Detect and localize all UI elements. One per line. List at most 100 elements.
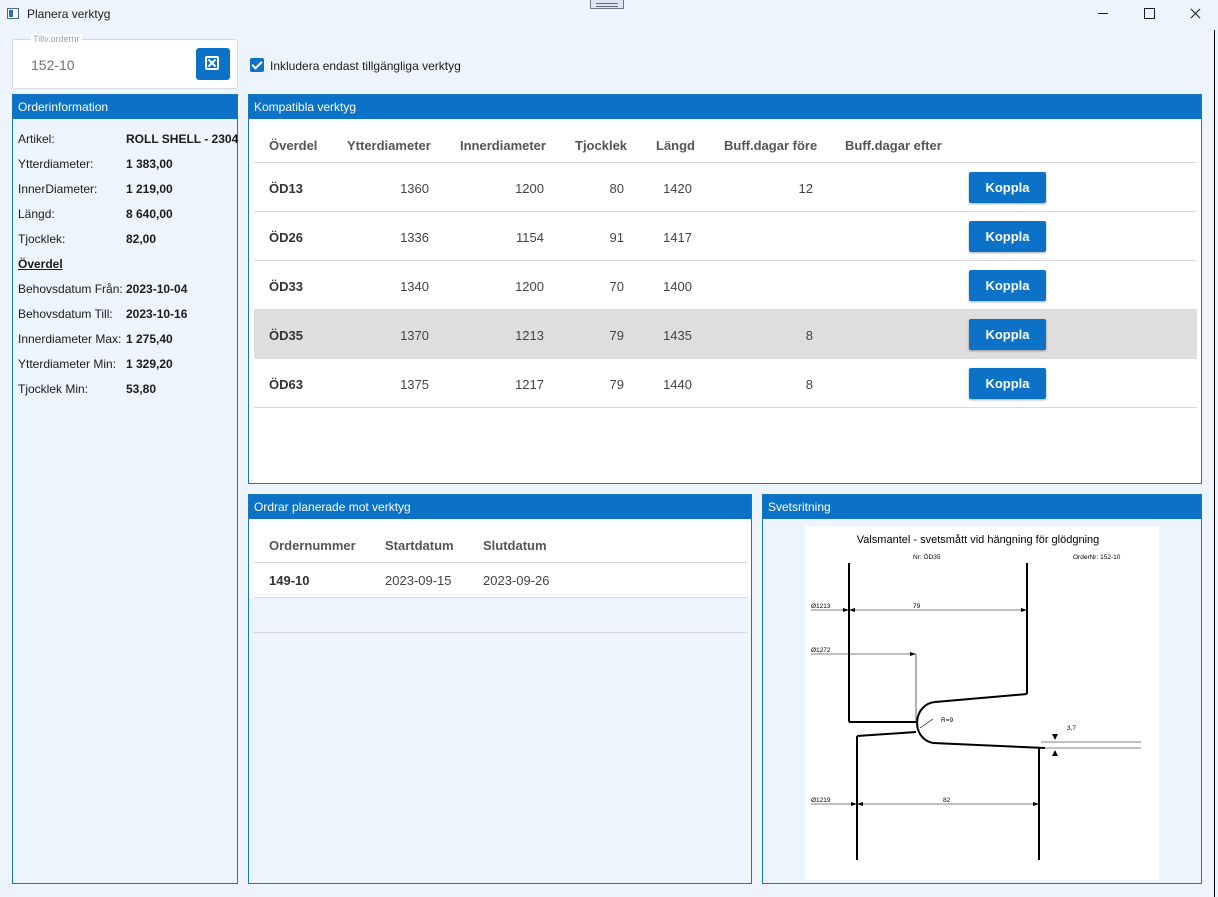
planned-orders-panel: Ordrar planerade mot verktyg Ordernummer… xyxy=(248,494,752,884)
info-label: Innerdiameter Max: xyxy=(18,332,122,346)
info-value: 2023-10-04 xyxy=(126,282,188,296)
tool-buff-before: 12 xyxy=(798,181,813,196)
weld-profile xyxy=(848,563,1046,860)
table-row[interactable]: ÖD26 1336 1154 91 1417 Koppla xyxy=(254,212,1197,261)
col-header[interactable]: Innerdiameter xyxy=(460,138,546,153)
info-value: 1 219,00 xyxy=(126,182,173,196)
tool-outer-diameter: 1375 xyxy=(400,377,429,392)
drag-handle-icon[interactable] xyxy=(590,0,624,9)
tool-length: 1420 xyxy=(663,181,692,196)
col-header[interactable]: Längd xyxy=(656,138,695,153)
tool-thickness: 79 xyxy=(609,328,624,343)
tool-outer-diameter: 1336 xyxy=(400,230,429,245)
info-value: 8 640,00 xyxy=(126,207,173,221)
minimize-button[interactable] xyxy=(1080,0,1126,28)
table-row[interactable]: ÖD63 1375 1217 79 1440 8 Koppla xyxy=(254,359,1197,408)
table-row-selected[interactable]: ÖD35 1370 1213 79 1435 8 Koppla xyxy=(254,310,1197,359)
row-divider xyxy=(254,632,747,633)
maximize-button[interactable] xyxy=(1126,0,1172,28)
tool-buff-before: 8 xyxy=(805,377,813,392)
drawing-title: Valsmantel - svetsmått vid hängning för … xyxy=(857,534,1100,546)
order-info-panel: Orderinformation Artikel: ROLL SHELL - 2… xyxy=(12,94,238,884)
col-header[interactable]: Överdel xyxy=(269,138,318,153)
close-icon xyxy=(205,56,219,70)
tool-inner-diameter: 1154 xyxy=(516,230,544,245)
weld-drawing-image: Valsmantel - svetsmått vid hängning för … xyxy=(805,526,1159,880)
planned-orders-header: Ordrar planerade mot verktyg xyxy=(249,495,751,519)
dim-gap: 3,7 xyxy=(1067,725,1076,732)
dim-d1272: Ø1272 xyxy=(811,647,831,654)
info-value: 1 275,40 xyxy=(126,332,173,346)
window-edge xyxy=(1214,30,1215,897)
tool-inner-diameter: 1200 xyxy=(515,279,544,294)
col-header[interactable]: Startdatum xyxy=(385,538,454,553)
order-number-input[interactable] xyxy=(31,57,181,73)
available-only-label[interactable]: Inkludera endast tillgängliga verktyg xyxy=(270,59,461,73)
app-icon xyxy=(7,8,19,19)
info-label: Behovsdatum Till: xyxy=(18,307,113,321)
col-header[interactable]: Slutdatum xyxy=(483,538,547,553)
weld-drawing-svg: Valsmantel - svetsmått vid hängning för … xyxy=(811,534,1141,860)
close-window-button[interactable] xyxy=(1172,0,1218,28)
dim-d1219: Ø1219 xyxy=(811,797,831,804)
drawing-tool-number: Nr: ÖD35 xyxy=(913,553,941,561)
tool-outer-diameter: 1360 xyxy=(400,181,429,196)
order-start-date: 2023-09-15 xyxy=(385,573,452,588)
compatible-tools-header: Kompatibla verktyg xyxy=(249,95,1201,119)
info-label: Behovsdatum Från: xyxy=(18,282,123,296)
col-header[interactable]: Tjocklek xyxy=(575,138,628,153)
info-label: Artikel: xyxy=(18,132,55,146)
info-value: 2023-10-16 xyxy=(126,307,188,321)
tool-length: 1435 xyxy=(663,328,692,343)
tool-code: ÖD63 xyxy=(269,377,303,392)
overdel-section-title: Överdel xyxy=(18,257,63,271)
info-value: 1 383,00 xyxy=(126,157,173,171)
header-divider xyxy=(254,562,747,563)
col-header[interactable]: Buff.dagar efter xyxy=(845,138,942,153)
koppla-button[interactable]: Koppla xyxy=(969,368,1046,399)
orders-table-header: Ordernummer Startdatum Slutdatum xyxy=(269,538,729,554)
tool-code: ÖD26 xyxy=(269,230,303,245)
header-divider xyxy=(254,162,1197,163)
drawing-order-number: OrderNr: 152-10 xyxy=(1073,554,1121,561)
tools-table-header: Överdel Ytterdiameter Innerdiameter Tjoc… xyxy=(269,138,1169,154)
koppla-button[interactable]: Koppla xyxy=(969,319,1046,350)
planned-orders-table xyxy=(249,519,751,598)
window-title: Planera verktyg xyxy=(27,7,111,21)
koppla-button[interactable]: Koppla xyxy=(969,221,1046,252)
tool-thickness: 91 xyxy=(609,230,624,245)
info-value: 1 329,20 xyxy=(126,357,173,371)
tool-thickness: 80 xyxy=(609,181,624,196)
tool-inner-diameter: 1217 xyxy=(515,377,544,392)
col-header[interactable]: Ordernummer xyxy=(269,538,356,553)
col-header[interactable]: Buff.dagar före xyxy=(724,138,818,153)
table-row[interactable]: 149-10 2023-09-15 2023-09-26 xyxy=(254,563,747,598)
dimension-lines xyxy=(811,609,1141,805)
dim-radius: R=9 xyxy=(941,717,953,724)
info-value: 82,00 xyxy=(126,232,157,246)
tool-code: ÖD13 xyxy=(269,181,303,196)
info-label: InnerDiameter: xyxy=(18,182,98,196)
koppla-button[interactable]: Koppla xyxy=(969,270,1046,301)
info-value: ROLL SHELL - 2304 xyxy=(126,132,239,146)
info-label: Ytterdiameter: xyxy=(18,157,94,171)
info-label: Tjocklek Min: xyxy=(18,382,89,396)
table-row[interactable]: ÖD33 1340 1200 70 1400 Koppla xyxy=(254,261,1197,310)
clear-order-button[interactable] xyxy=(196,48,230,80)
weld-drawing-header: Svetsritning xyxy=(763,495,1201,519)
col-header[interactable]: Ytterdiameter xyxy=(347,138,431,153)
tool-length: 1400 xyxy=(663,279,692,294)
dim-len82: 82 xyxy=(943,797,951,804)
tool-code: ÖD35 xyxy=(269,328,303,343)
info-label: Ytterdiameter Min: xyxy=(18,357,117,371)
tool-thickness: 79 xyxy=(609,377,624,392)
order-info-header: Orderinformation xyxy=(13,95,237,119)
order-number-label: Tillv.ordernr xyxy=(31,34,82,44)
koppla-button[interactable]: Koppla xyxy=(969,172,1046,203)
available-only-checkbox[interactable] xyxy=(250,58,264,72)
order-end-date: 2023-09-26 xyxy=(483,573,550,588)
tool-length: 1417 xyxy=(663,230,692,245)
table-row[interactable]: ÖD13 1360 1200 80 1420 12 Koppla xyxy=(254,163,1197,212)
tool-inner-diameter: 1200 xyxy=(515,181,544,196)
info-label: Längd: xyxy=(18,207,55,221)
